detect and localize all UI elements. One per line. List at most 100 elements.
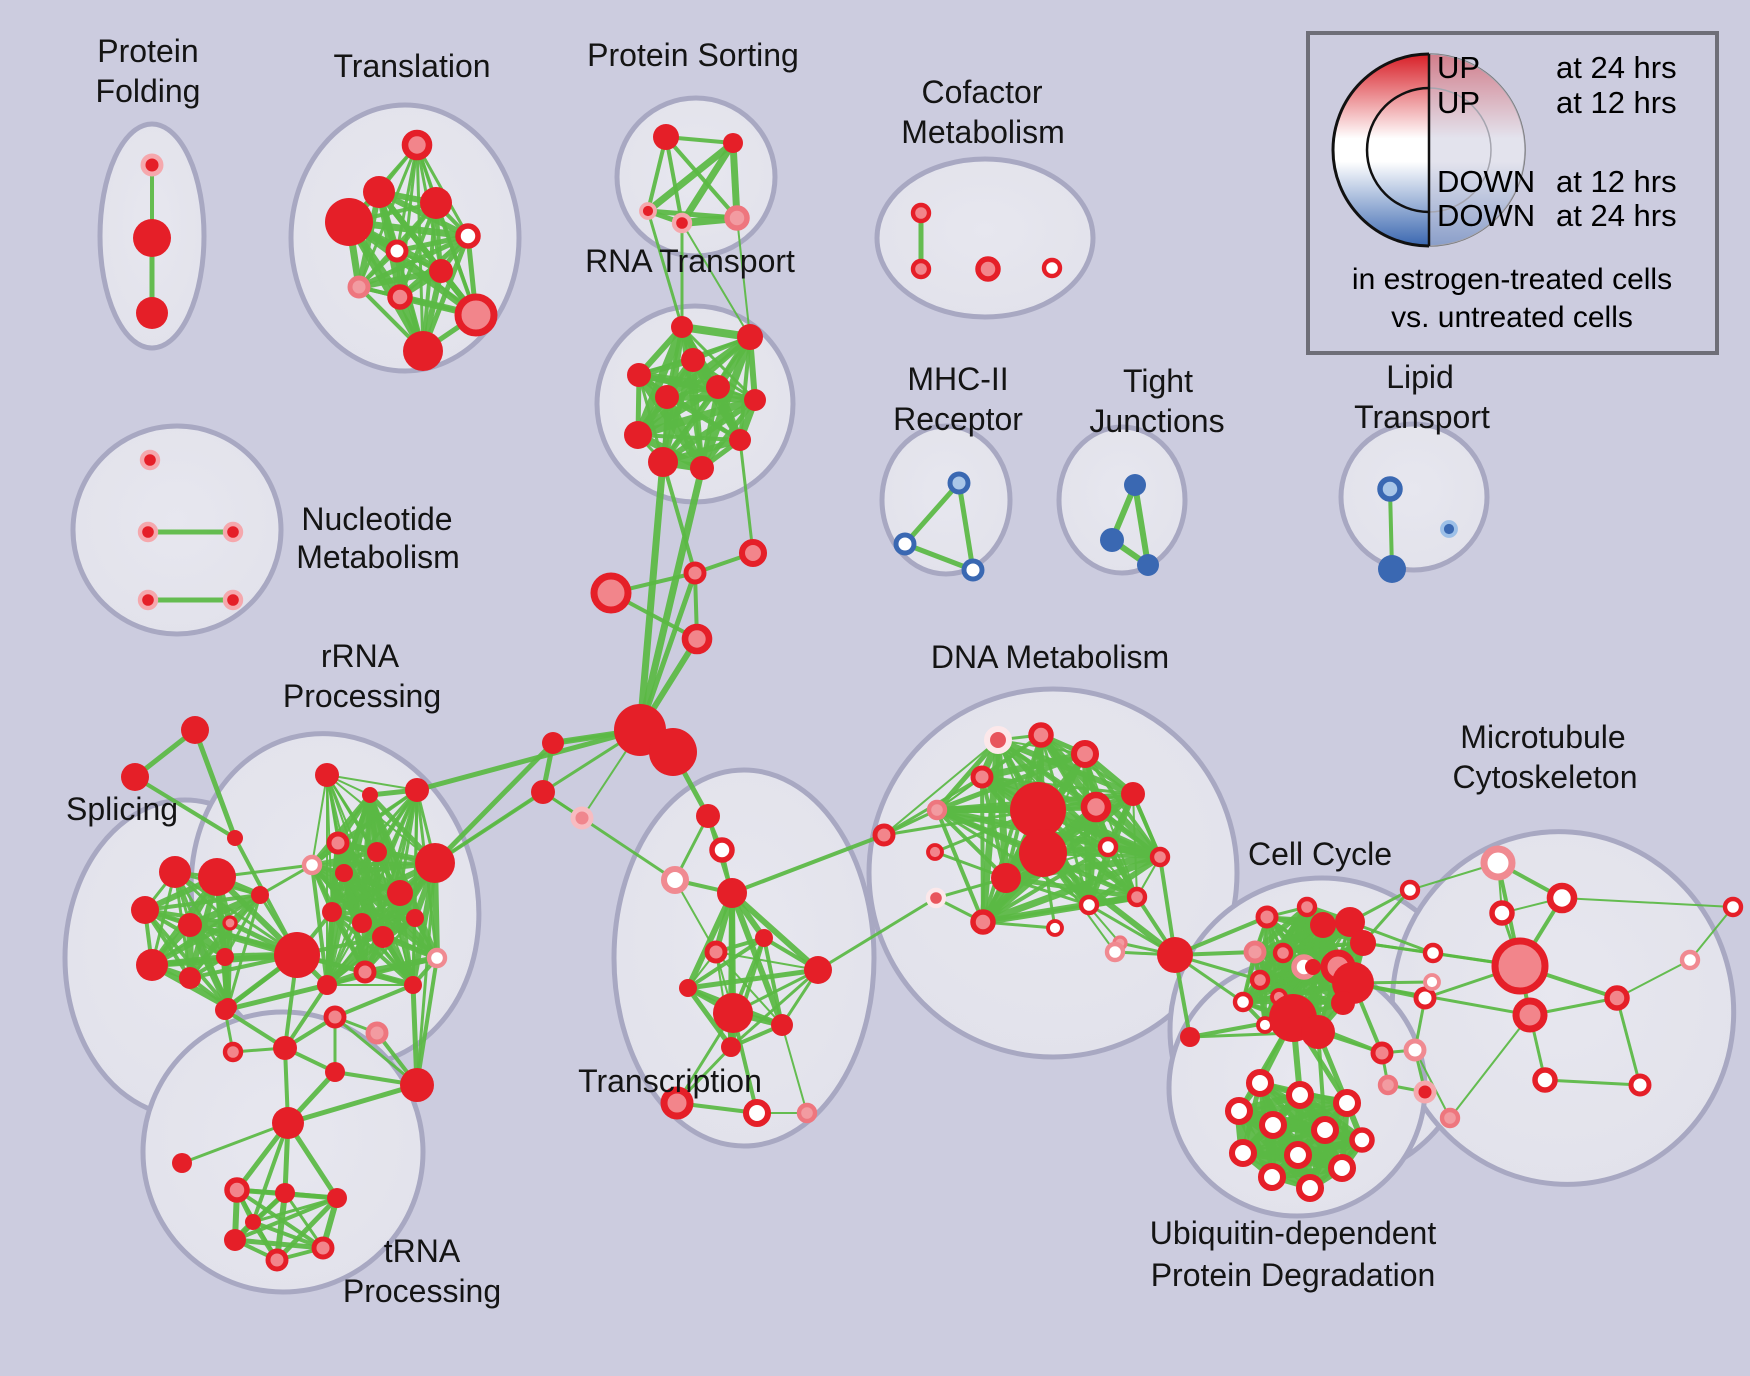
edge-mt bbox=[1561, 897, 1734, 908]
node-cc-16 bbox=[1331, 991, 1355, 1015]
edge-link bbox=[738, 438, 755, 555]
node-tr-1 bbox=[363, 176, 395, 208]
edge-tn bbox=[251, 1196, 339, 1224]
edge-sp bbox=[223, 893, 262, 959]
node-dm-15 bbox=[1126, 886, 1148, 908]
node-ub-9 bbox=[1327, 1153, 1357, 1183]
edge-dm bbox=[883, 739, 999, 836]
edge-tj bbox=[1132, 482, 1151, 568]
edge-mt bbox=[1689, 906, 1734, 961]
node-cc-20 bbox=[1370, 1041, 1394, 1065]
node-dm-3 bbox=[1070, 739, 1100, 769]
node-ps-1 bbox=[723, 133, 743, 153]
node-cc-19 bbox=[1301, 1015, 1335, 1049]
node-tr-10 bbox=[403, 331, 443, 371]
node-rr-1 bbox=[362, 787, 378, 803]
node-tj-2 bbox=[1137, 554, 1159, 576]
node-tx-10 bbox=[721, 1037, 741, 1057]
edge-link bbox=[1351, 981, 1532, 1017]
edge-ps bbox=[678, 139, 737, 227]
cluster-label-mhc: Receptor bbox=[893, 401, 1023, 437]
edge-dm bbox=[979, 853, 1164, 926]
node-tj-0 bbox=[1124, 474, 1146, 496]
node-lt-2 bbox=[1440, 520, 1458, 538]
node-mt-1 bbox=[1546, 882, 1578, 914]
node-rt-2 bbox=[681, 348, 705, 372]
cluster-label-nm: Nucleotide bbox=[301, 501, 452, 537]
node-dm-1 bbox=[983, 725, 1013, 755]
node-cc-7 bbox=[1249, 969, 1271, 991]
edge-mt bbox=[1616, 959, 1691, 999]
legend-time-label: at 24 hrs bbox=[1556, 198, 1677, 233]
node-tn-5 bbox=[265, 1248, 289, 1272]
node-pf-1 bbox=[133, 219, 171, 257]
edge-sp bbox=[186, 891, 264, 929]
node-rr-13 bbox=[353, 960, 377, 984]
cluster-label-rr: Processing bbox=[283, 678, 441, 714]
edge-dm bbox=[935, 808, 985, 924]
node-pf-0 bbox=[140, 153, 164, 177]
legend-time-label: at 12 hrs bbox=[1556, 85, 1677, 120]
node-ps-0 bbox=[653, 124, 679, 150]
node-tr-3 bbox=[325, 198, 373, 246]
node-ch-8 bbox=[570, 806, 594, 830]
cluster-label-mhc: MHC-II bbox=[907, 361, 1008, 397]
node-ps-4 bbox=[724, 205, 750, 231]
node-rr-5 bbox=[367, 842, 387, 862]
edge-link bbox=[283, 983, 329, 1050]
edge-rr bbox=[325, 956, 439, 987]
node-dm-13 bbox=[1149, 846, 1171, 868]
edge-mt bbox=[1615, 996, 1642, 1087]
node-ub-8 bbox=[1283, 1140, 1313, 1170]
node-sp-3 bbox=[178, 913, 202, 937]
node-sp-6 bbox=[136, 949, 168, 981]
legend-glyph-outer-left-arc bbox=[1331, 52, 1430, 248]
node-ch-2 bbox=[590, 572, 632, 614]
node-dm-18 bbox=[1046, 919, 1064, 937]
edge-dm bbox=[1002, 853, 1164, 882]
node-rt-8 bbox=[729, 429, 751, 451]
node-dm-8 bbox=[1010, 782, 1066, 838]
edge-link bbox=[415, 861, 437, 1087]
edge-tx bbox=[685, 890, 735, 991]
node-tn-7 bbox=[245, 1214, 261, 1230]
node-ch-7 bbox=[531, 780, 555, 804]
edge-tx bbox=[762, 936, 784, 1027]
node-sp-0 bbox=[159, 856, 191, 888]
cluster-label-co: Cofactor bbox=[922, 74, 1043, 110]
node-co-0 bbox=[910, 202, 932, 224]
node-tr-8 bbox=[387, 284, 413, 310]
edge-link bbox=[730, 833, 886, 895]
edge-ps bbox=[644, 139, 737, 215]
node-rr-10 bbox=[352, 913, 372, 933]
cluster-label-tn: tRNA bbox=[384, 1233, 461, 1269]
cluster-label-ps: Protein Sorting bbox=[587, 37, 799, 73]
node-cc-11 bbox=[1310, 912, 1336, 938]
node-dm-16 bbox=[970, 909, 996, 935]
node-rr-2 bbox=[405, 778, 429, 802]
node-cc-24 bbox=[1423, 973, 1441, 991]
legend-direction-label: UP bbox=[1437, 50, 1480, 85]
node-rr-16 bbox=[317, 975, 337, 995]
cluster-lt-outline bbox=[1338, 421, 1490, 573]
node-dm-11 bbox=[926, 843, 944, 861]
node-nm-4 bbox=[222, 589, 244, 611]
node-tx-13 bbox=[796, 1102, 818, 1124]
cluster-label-ub: Protein Degradation bbox=[1151, 1257, 1436, 1293]
node-cc-17 bbox=[1305, 959, 1321, 975]
node-ch-5 bbox=[649, 728, 697, 776]
node-tx-5 bbox=[704, 940, 728, 964]
node-dm-14 bbox=[925, 887, 947, 909]
edge-tx bbox=[781, 1024, 808, 1114]
node-rt-0 bbox=[671, 316, 693, 338]
legend-direction-label: DOWN bbox=[1437, 198, 1535, 233]
node-sp-2 bbox=[131, 896, 159, 924]
edge-rr bbox=[326, 774, 418, 791]
node-cc-5 bbox=[1272, 942, 1294, 964]
node-mt-9 bbox=[1722, 896, 1744, 918]
node-co-1 bbox=[910, 258, 932, 280]
node-cc-22 bbox=[1413, 986, 1437, 1010]
node-tr-4 bbox=[455, 223, 481, 249]
